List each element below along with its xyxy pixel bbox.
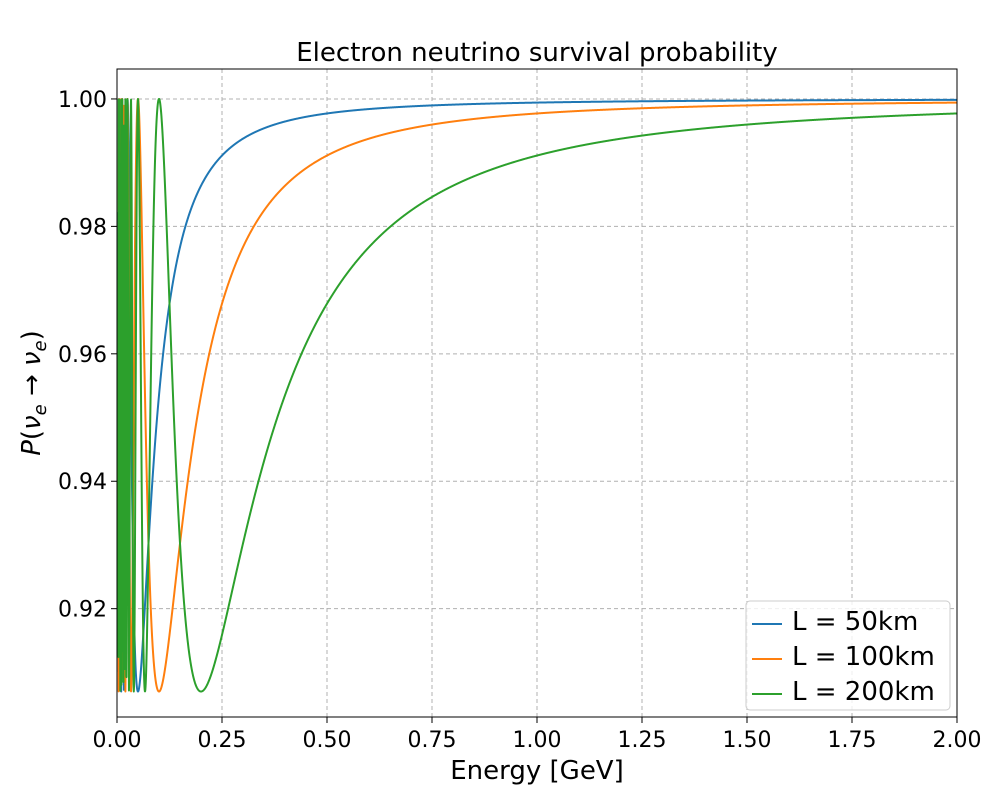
series-line-1 (117, 97, 957, 693)
x-tick-label: 2.00 (933, 728, 982, 753)
x-tick-label: 1.25 (618, 728, 667, 753)
y-tick-label: 0.98 (58, 215, 107, 240)
y-axis-label: P(νe → νe) (17, 330, 51, 456)
y-tick-label: 0.94 (58, 470, 107, 495)
legend-label-l100: L = 100km (792, 642, 935, 672)
series-line-0 (117, 97, 957, 693)
x-tick-label: 0.50 (303, 728, 352, 753)
y-tick-label: 0.92 (58, 598, 107, 623)
x-tick-label: 1.50 (723, 728, 772, 753)
y-tick-label: 0.96 (58, 343, 107, 368)
x-tick-label: 0.00 (93, 728, 142, 753)
legend: L = 50km L = 100km L = 200km (745, 600, 951, 711)
y-axis-ticks: 0.92 0.94 0.96 0.98 1.00 (58, 88, 117, 623)
legend-label-l50: L = 50km (792, 607, 918, 637)
x-tick-label: 0.75 (408, 728, 457, 753)
legend-box (745, 600, 951, 711)
y-tick-label: 1.00 (58, 88, 107, 113)
series-line-2 (117, 97, 957, 693)
chart-title: Electron neutrino survival probability (296, 38, 777, 68)
x-tick-label: 1.00 (513, 728, 562, 753)
x-tick-label: 0.25 (198, 728, 247, 753)
x-axis-ticks: 0.00 0.25 0.50 0.75 1.00 1.25 1.50 1.75 2.00 (93, 717, 982, 753)
series-lines (117, 97, 957, 693)
legend-label-l200: L = 200km (792, 677, 935, 707)
x-tick-label: 1.75 (828, 728, 877, 753)
grid-lines (116, 69, 958, 717)
x-axis-label: Energy [GeV] (450, 756, 624, 786)
